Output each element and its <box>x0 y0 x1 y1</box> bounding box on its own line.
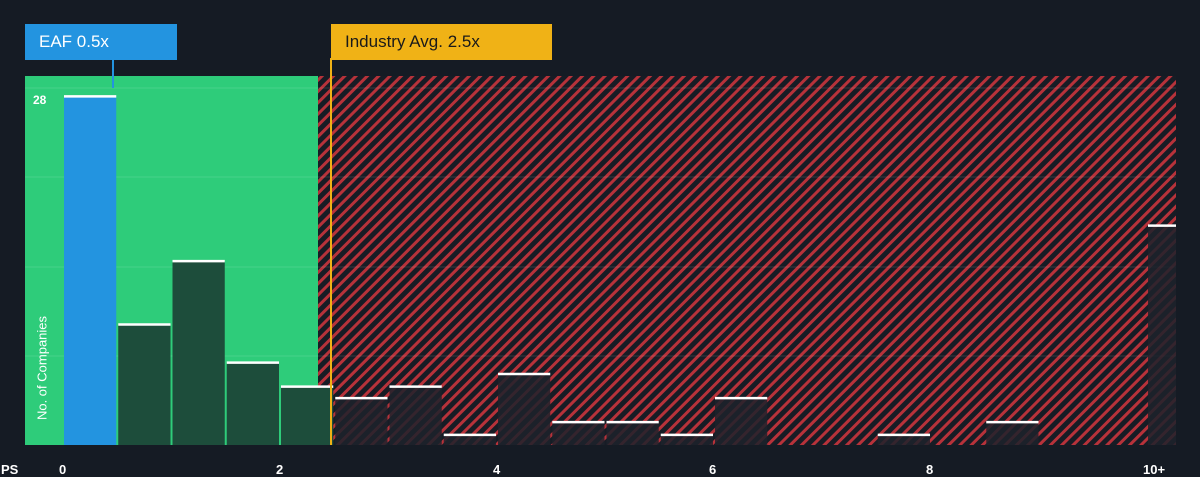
industry-average-callout: Industry Avg. 2.5x <box>331 24 552 60</box>
x-tick-label: 4 <box>493 462 501 477</box>
histogram-bar <box>877 434 930 445</box>
histogram-bar <box>172 261 225 445</box>
x-tick-label: 8 <box>926 462 934 477</box>
histogram-bar <box>606 422 659 445</box>
histogram-bar <box>498 374 551 445</box>
histogram-bar <box>715 398 768 445</box>
x-tick-label: 0 <box>59 462 67 477</box>
histogram-bar <box>118 324 171 445</box>
histogram-bar <box>552 422 605 445</box>
x-axis-label: PS <box>1 462 19 477</box>
histogram-bar <box>389 386 442 445</box>
histogram-bar <box>660 434 713 445</box>
histogram-bar <box>335 398 388 445</box>
histogram-bar <box>1148 225 1176 445</box>
x-tick-label: 10+ <box>1143 462 1166 477</box>
histogram-bar <box>281 386 334 445</box>
histogram-bar <box>226 362 279 445</box>
red-hatched-zone <box>318 76 1176 445</box>
histogram-bar <box>986 422 1039 445</box>
x-tick-label: 6 <box>709 462 717 477</box>
histogram-bar <box>443 434 496 445</box>
histogram-bar <box>64 96 117 445</box>
y-axis-label: No. of Companies <box>34 315 50 421</box>
company-callout: EAF 0.5x <box>25 24 177 60</box>
x-tick-label: 2 <box>276 462 284 477</box>
y-max-label: 28 <box>33 93 47 107</box>
